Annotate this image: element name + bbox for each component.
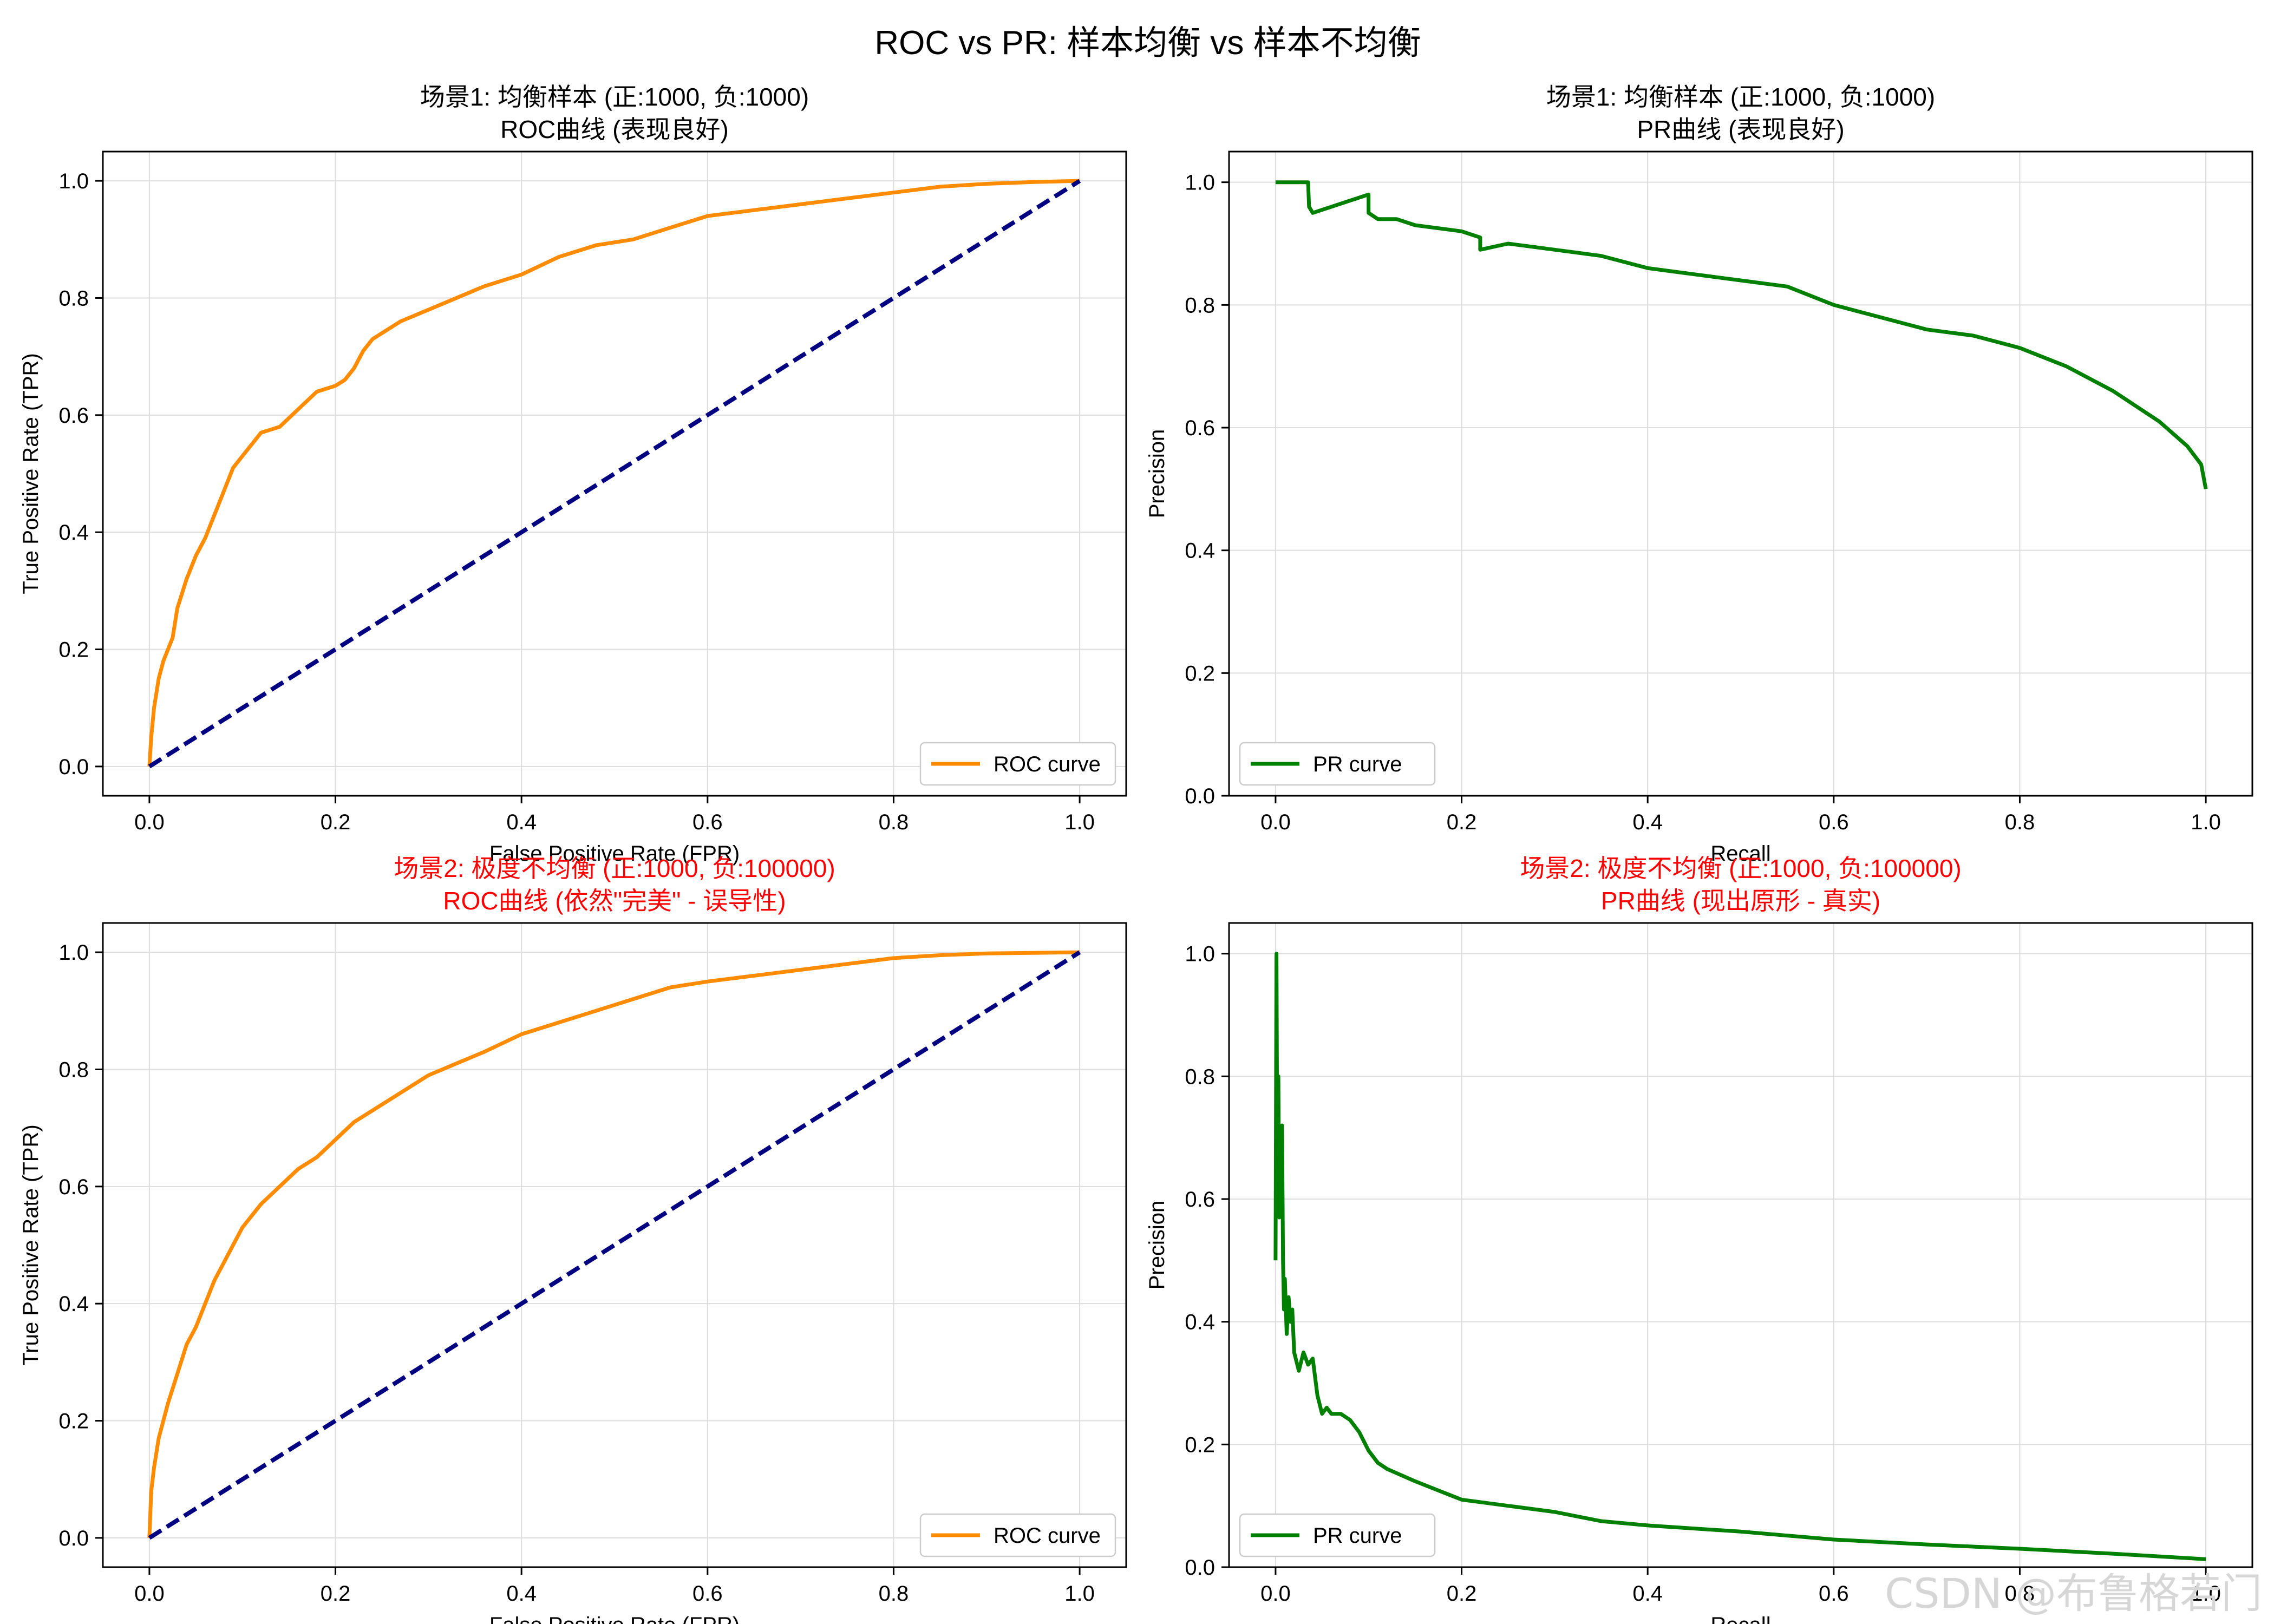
x-tick-label: 0.2 xyxy=(321,810,351,834)
legend-label: PR curve xyxy=(1313,752,1402,776)
x-tick-label: 0.8 xyxy=(879,1582,909,1606)
chart-panel-1: 0.0 0.2 0.4 0.6 0.8 1.0 0.0 0.2 0.4 0.6 0.8 1.0 Fals… xyxy=(19,83,1127,866)
legend: ROC curve xyxy=(919,742,1116,786)
y-tick-label: 0.0 xyxy=(58,755,89,779)
y-tick-label: 0.2 xyxy=(58,638,89,662)
x-tick-label: 0.6 xyxy=(1819,810,1849,834)
legend-label: ROC curve xyxy=(994,752,1101,776)
y-axis-label: True Positive Rate (TPR) xyxy=(19,353,43,594)
x-tick-label: 0.4 xyxy=(1632,1582,1663,1606)
y-tick-label: 0.2 xyxy=(1185,1433,1215,1457)
x-axis-label: Recall xyxy=(1710,842,1770,866)
x-tick-label: 1.0 xyxy=(2191,810,2221,834)
legend-box xyxy=(1239,742,1436,786)
y-tick-label: 0.0 xyxy=(1185,784,1215,808)
axes-frame xyxy=(1228,922,2253,1568)
y-tick-label: 1.0 xyxy=(58,169,89,193)
legend-box xyxy=(919,1513,1116,1557)
x-tick-label: 0.8 xyxy=(2005,810,2035,834)
x-tick-label: 1.0 xyxy=(1064,810,1095,834)
y-tick-label: 0.4 xyxy=(1185,1311,1215,1334)
y-axis-label: Precision xyxy=(1145,1201,1169,1290)
y-tick-label: 0.4 xyxy=(1185,539,1215,563)
y-tick-label: 0.8 xyxy=(1185,1065,1215,1089)
legend-box xyxy=(1239,1513,1436,1557)
x-tick-label: 0.6 xyxy=(692,810,723,834)
x-axis-label: False Positive Rate (FPR) xyxy=(489,1613,740,1624)
x-tick-label: 0.0 xyxy=(134,810,165,834)
x-tick-label: 0.8 xyxy=(879,810,909,834)
legend: ROC curve xyxy=(919,1513,1116,1557)
axes-frame xyxy=(102,150,1127,797)
pr-curve-line xyxy=(1273,952,2206,1561)
y-tick-label: 0.4 xyxy=(58,1292,89,1316)
chart-subtitle: ROC曲线 (依然"完美" - 误导性) xyxy=(443,887,786,915)
x-tick-label: 0.2 xyxy=(1447,1582,1477,1606)
figure-suptitle: ROC vs PR: 样本均衡 vs 样本不均衡 xyxy=(874,24,1421,62)
roc-curve-line xyxy=(147,950,1080,1538)
y-tick-label: 0.4 xyxy=(58,521,89,545)
legend-label: PR curve xyxy=(1313,1524,1402,1548)
chart-panel-3: 0.0 0.2 0.4 0.6 0.8 1.0 0.0 0.2 0.4 0.6 0.8 1.0 Fals… xyxy=(19,854,1127,1624)
y-tick-label: 0.2 xyxy=(58,1410,89,1433)
x-tick-label: 0.8 xyxy=(2005,1582,2035,1606)
chart-title: 场景2: 极度不均衡 (正:1000, 负:100000) xyxy=(1520,854,1962,882)
y-tick-label: 0.6 xyxy=(58,1175,89,1199)
pr-curve-line xyxy=(1275,180,2208,489)
diagonal-line xyxy=(148,950,1081,1540)
x-tick-label: 0.4 xyxy=(506,1582,537,1606)
chart-title: 场景1: 均衡样本 (正:1000, 负:1000) xyxy=(1546,83,1935,111)
y-tick-label: 0.0 xyxy=(58,1527,89,1550)
legend: PR curve xyxy=(1239,742,1436,786)
x-tick-label: 1.0 xyxy=(1064,1582,1095,1606)
y-tick-label: 0.6 xyxy=(1185,1188,1215,1212)
y-axis-label: Precision xyxy=(1145,429,1169,519)
x-tick-label: 0.0 xyxy=(134,1582,165,1606)
y-tick-label: 0.6 xyxy=(58,404,89,428)
x-tick-label: 0.4 xyxy=(506,810,537,834)
axes-frame xyxy=(102,922,1127,1568)
x-tick-label: 0.6 xyxy=(692,1582,723,1606)
diagonal-line xyxy=(148,179,1081,769)
y-tick-label: 0.8 xyxy=(58,1058,89,1082)
x-axis-label: False Positive Rate (FPR) xyxy=(489,842,740,866)
x-tick-label: 0.4 xyxy=(1632,810,1663,834)
legend-label: ROC curve xyxy=(994,1524,1101,1548)
x-tick-label: 0.2 xyxy=(1447,810,1477,834)
chart-subtitle: PR曲线 (表现良好) xyxy=(1637,115,1844,143)
y-tick-label: 0.8 xyxy=(58,286,89,310)
y-tick-label: 0.0 xyxy=(1185,1556,1215,1580)
chart-panel-2: 0.0 0.2 0.4 0.6 0.8 1.0 0.0 0.2 0.4 0.6 0.8 1.0 Reca… xyxy=(1145,83,2253,866)
chart-subtitle: PR曲线 (现出原形 - 真实) xyxy=(1601,887,1880,915)
y-tick-label: 1.0 xyxy=(58,941,89,965)
x-tick-label: 0.0 xyxy=(1260,810,1291,834)
y-tick-label: 0.6 xyxy=(1185,416,1215,440)
y-axis-label: True Positive Rate (TPR) xyxy=(19,1124,43,1365)
chart-subtitle: ROC曲线 (表现良好) xyxy=(500,115,729,143)
x-tick-label: 0.0 xyxy=(1260,1582,1291,1606)
chart-title: 场景2: 极度不均衡 (正:1000, 负:100000) xyxy=(394,854,835,882)
x-tick-label: 0.2 xyxy=(321,1582,351,1606)
legend: PR curve xyxy=(1239,1513,1436,1557)
y-tick-label: 0.8 xyxy=(1185,293,1215,317)
roc-curve-line xyxy=(147,179,1080,767)
x-tick-label: 1.0 xyxy=(2191,1582,2221,1606)
x-axis-label: Recall xyxy=(1710,1613,1770,1624)
y-tick-label: 0.2 xyxy=(1185,662,1215,685)
y-tick-label: 1.0 xyxy=(1185,942,1215,966)
legend-box xyxy=(919,742,1116,786)
axes-frame xyxy=(1228,150,2253,797)
watermark: CSDN @布鲁格若门 xyxy=(1885,1569,2262,1618)
chart-panel-4: 0.0 0.2 0.4 0.6 0.8 1.0 0.0 0.2 0.4 0.6 0.8 1.0 Reca… xyxy=(1145,854,2253,1624)
y-tick-label: 1.0 xyxy=(1185,171,1215,195)
x-tick-label: 0.6 xyxy=(1819,1582,1849,1606)
chart-title: 场景1: 均衡样本 (正:1000, 负:1000) xyxy=(420,83,809,111)
